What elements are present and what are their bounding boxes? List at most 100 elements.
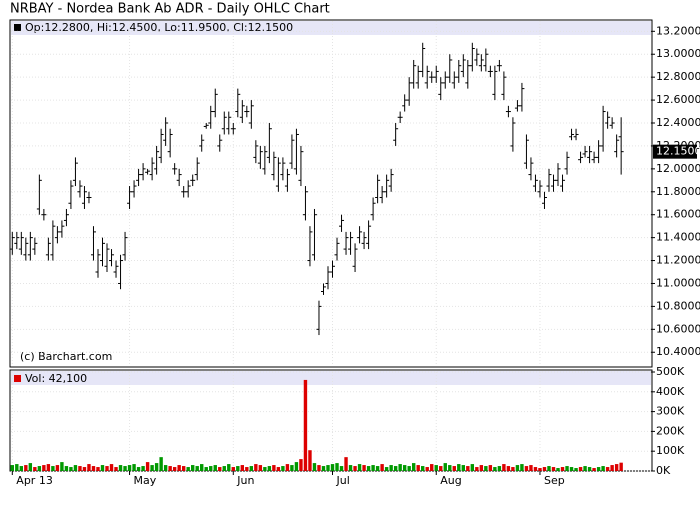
volume-bar [245, 467, 249, 471]
x-tick-label: May [134, 474, 157, 487]
y-tick-label: 10.6000 [656, 322, 700, 335]
volume-bar [218, 467, 222, 471]
volume-bar [73, 465, 78, 471]
volume-bar [114, 467, 118, 471]
volume-header-strip [11, 371, 651, 385]
volume-bar [393, 466, 398, 471]
volume-bar [511, 467, 515, 471]
volume-bar [439, 466, 443, 471]
chart-title: NRBAY - Nordea Bank Ab ADR - Daily OHLC … [10, 2, 330, 17]
volume-bar [209, 466, 213, 471]
volume-bar [28, 463, 33, 471]
volume-bar [569, 467, 574, 471]
y-tick-label: 100K [656, 444, 685, 457]
volume-bar [443, 463, 447, 471]
volume-bar [195, 466, 199, 471]
volume-bar [506, 466, 511, 471]
credit: (c) Barchart.com [20, 350, 112, 363]
volume-bar [159, 457, 163, 471]
volume-bar [154, 463, 159, 471]
volume-bar [605, 467, 610, 471]
volume-bar [181, 466, 186, 471]
volume-bar [335, 463, 339, 471]
volume-bar [231, 467, 235, 471]
y-tick-label: 11.8000 [656, 185, 700, 198]
volume-bar [416, 465, 420, 471]
volume-bar [168, 466, 172, 471]
y-tick-label: 11.6000 [656, 208, 700, 221]
volume-bar [344, 457, 348, 471]
y-tick-label: 300K [656, 405, 685, 418]
volume-bar [533, 467, 538, 471]
volume-bar [601, 466, 605, 471]
x-tick-label: Aug [440, 474, 461, 487]
volume-bar [227, 464, 231, 471]
volume-bar [37, 466, 42, 471]
volume-bar [272, 465, 276, 471]
volume-bar [619, 462, 623, 471]
volume-bar [357, 464, 362, 471]
volume-bar [366, 466, 371, 471]
volume-bar [587, 467, 592, 471]
volume-bar [375, 466, 380, 471]
y-tick-label: 12.6000 [656, 93, 700, 106]
volume-bar [560, 467, 565, 471]
volume-bar [479, 465, 484, 471]
volume-bar [186, 467, 190, 471]
volume-header: Vol: 42,100 [25, 372, 87, 385]
volume-bar [78, 466, 82, 471]
volume-bar [118, 465, 123, 471]
volume-bar [398, 464, 402, 471]
volume-bar [339, 466, 344, 471]
volume-bar [493, 467, 497, 471]
x-tick-label: Apr 13 [16, 474, 53, 487]
volume-bar [497, 466, 502, 471]
volume-bar [326, 465, 330, 471]
volume-bar [461, 465, 465, 471]
volume-bar [204, 467, 208, 471]
y-tick-label: 200K [656, 424, 685, 437]
volume-bar [389, 465, 393, 471]
y-tick-label: 12.0000 [656, 162, 700, 175]
plot-layer: 13.200013.000012.800012.600012.400012.20… [9, 21, 700, 487]
volume-bar [407, 466, 411, 471]
volume-bar [502, 464, 506, 471]
y-tick-label: 12.8000 [656, 70, 700, 83]
volume-bar [475, 467, 479, 471]
volume-bar [362, 465, 366, 471]
volume-bar [294, 462, 299, 471]
volume-bar [285, 464, 290, 471]
volume-bar [200, 464, 204, 471]
volume-bar [87, 464, 91, 471]
volume-bar [46, 464, 51, 471]
y-tick-label: 10.4000 [656, 345, 700, 358]
volume-bar [592, 468, 596, 471]
volume-bar [33, 467, 37, 471]
volume-bar [556, 468, 560, 471]
volume-bar [547, 466, 551, 471]
y-tick-label: 12.4000 [656, 116, 700, 129]
volume-bar [353, 466, 357, 471]
volume-bar [127, 465, 132, 471]
volume-bar [434, 465, 438, 471]
volume-bar [19, 466, 24, 471]
volume-bar [488, 465, 493, 471]
volume-bar [281, 466, 285, 471]
volume-bar [312, 463, 317, 471]
volume-bar [308, 450, 312, 471]
volume-bar [150, 465, 154, 471]
volume-bar [276, 467, 281, 471]
y-tick-label: 13.2000 [656, 24, 700, 37]
volume-bar [452, 466, 456, 471]
volume-bar [132, 464, 136, 471]
volume-bar [69, 467, 73, 471]
volume-bar [60, 462, 64, 471]
volume-bar [24, 465, 28, 471]
volume-bar [583, 466, 587, 471]
volume-bar [100, 465, 105, 471]
volume-bar [430, 464, 434, 471]
x-tick-label: Jun [236, 474, 254, 487]
volume-bar [578, 467, 583, 471]
volume-bar [96, 467, 100, 471]
